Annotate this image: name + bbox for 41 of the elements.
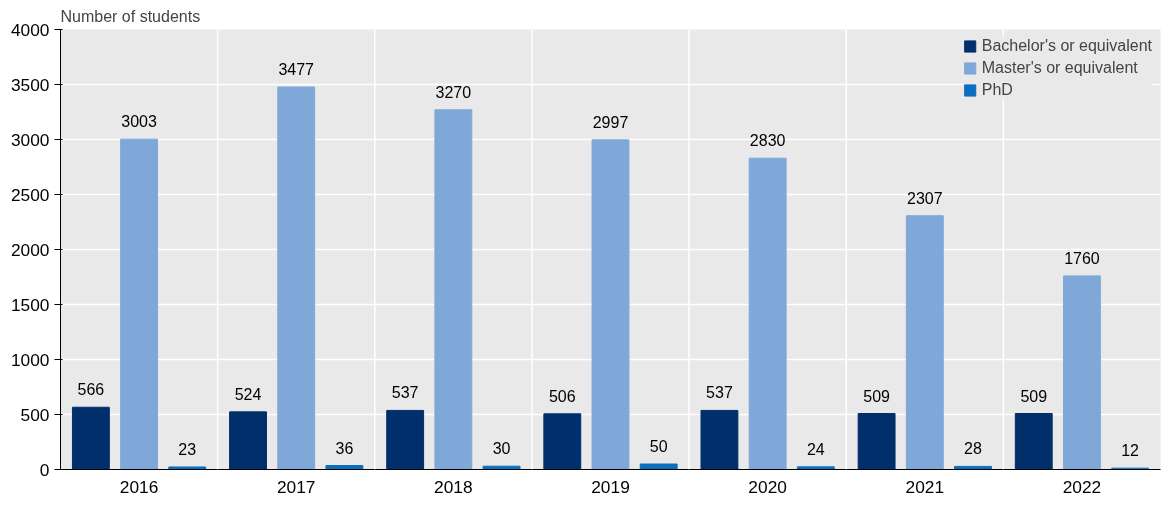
- x-tick-label: 2020: [748, 476, 787, 497]
- y-tick-label: 2000: [10, 239, 50, 260]
- x-tick-label: 2021: [905, 476, 945, 497]
- x-tick-label: 2016: [119, 476, 159, 497]
- data-label: 509: [863, 387, 891, 405]
- legend-label: Bachelor's or equivalent: [981, 37, 1152, 55]
- data-label: 50: [649, 438, 668, 455]
- data-label: 3270: [435, 83, 472, 101]
- legend-label: PhD: [981, 81, 1013, 99]
- y-tick-label: 0: [39, 459, 50, 480]
- data-label: 23: [178, 440, 197, 458]
- x-tick-label: 2018: [434, 476, 473, 497]
- data-label: 537: [391, 384, 419, 402]
- y-tick-label: 4000: [10, 19, 50, 40]
- data-label: 2997: [592, 113, 629, 131]
- y-tick-label: 500: [20, 404, 50, 425]
- x-tick-label: 2022: [1062, 476, 1102, 497]
- data-label: 3003: [121, 113, 157, 131]
- y-tick-label: 3000: [10, 129, 50, 150]
- data-label: 2307: [906, 189, 943, 207]
- y-tick-label: 2500: [10, 184, 50, 205]
- y-tick-label: 3500: [10, 74, 50, 95]
- data-label: 1760: [1064, 249, 1100, 267]
- data-label: 524: [234, 385, 262, 403]
- data-label: 506: [548, 387, 576, 405]
- x-tick-label: 2017: [276, 476, 316, 497]
- data-label: 3477: [278, 61, 315, 79]
- data-label: 12: [1121, 442, 1140, 460]
- data-label: 509: [1020, 387, 1048, 405]
- x-tick-label: 2019: [591, 476, 630, 497]
- data-label: 2830: [749, 132, 786, 150]
- y-axis-title: Number of students: [60, 7, 201, 25]
- legend-label: Master's or equivalent: [981, 59, 1138, 77]
- y-tick-label: 1000: [10, 349, 50, 370]
- data-label: 24: [806, 440, 825, 458]
- data-label: 566: [77, 381, 105, 399]
- y-tick-label: 1500: [10, 294, 50, 315]
- data-label: 537: [706, 384, 733, 402]
- data-label: 36: [335, 439, 354, 457]
- data-label: 30: [492, 440, 511, 458]
- data-label: 28: [964, 440, 982, 458]
